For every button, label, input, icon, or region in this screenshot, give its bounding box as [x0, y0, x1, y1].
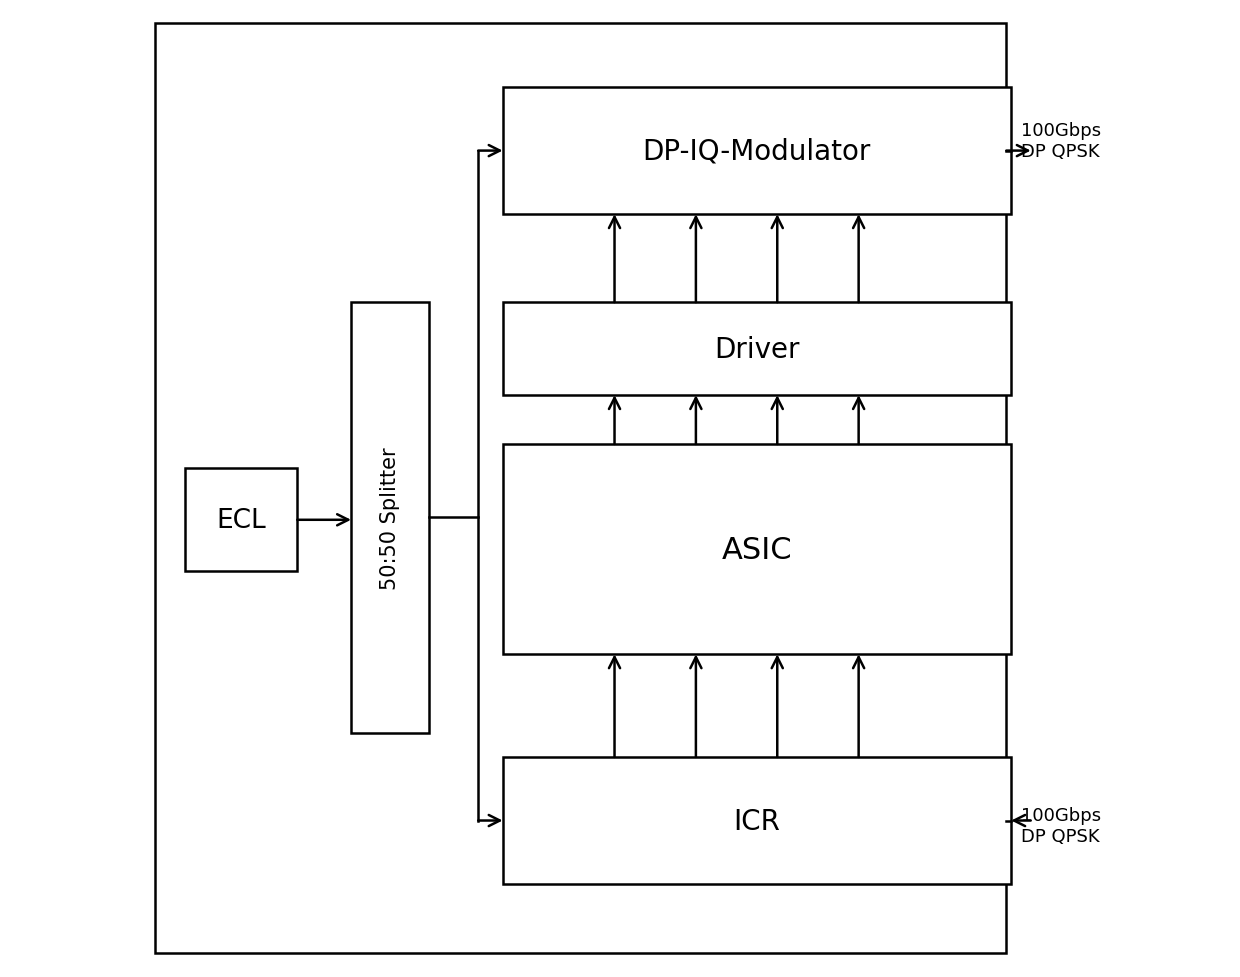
Text: 50:50 Splitter: 50:50 Splitter — [381, 446, 401, 589]
Bar — [502, 303, 1011, 396]
Bar — [502, 88, 1011, 215]
Text: DP-IQ-Modulator: DP-IQ-Modulator — [642, 138, 872, 165]
Bar — [502, 757, 1011, 884]
Text: Driver: Driver — [714, 335, 800, 363]
Text: ECL: ECL — [216, 507, 265, 533]
Text: ICR: ICR — [734, 807, 780, 834]
Text: 100Gbps
DP QPSK: 100Gbps DP QPSK — [1021, 806, 1101, 845]
Bar — [502, 445, 1011, 655]
Bar — [185, 469, 298, 572]
Bar — [155, 24, 1007, 953]
Text: 100Gbps
DP QPSK: 100Gbps DP QPSK — [1021, 122, 1101, 161]
Text: ASIC: ASIC — [722, 535, 792, 564]
Bar — [351, 303, 429, 733]
